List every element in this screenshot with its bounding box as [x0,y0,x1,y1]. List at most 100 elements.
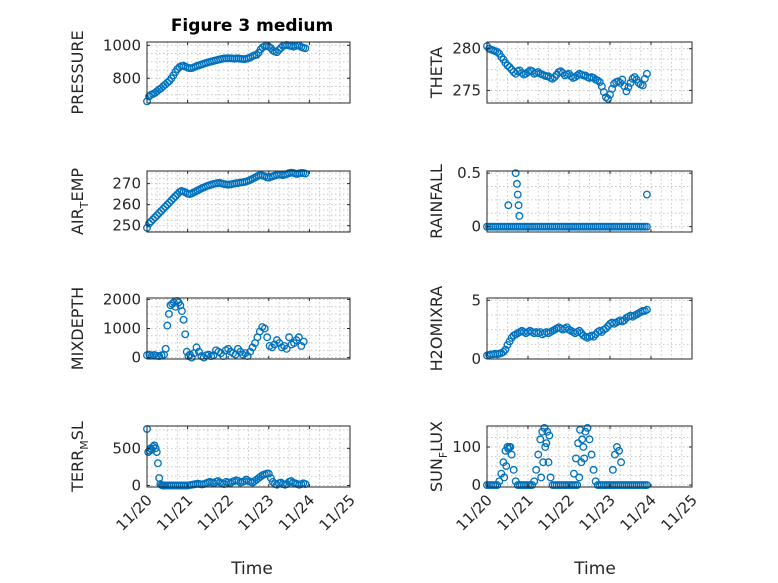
markers-h2omixra [483,305,651,360]
data-point [585,435,594,444]
data-point [583,423,592,432]
panel-h2omixra: 0 5 H2OMIXRA [427,286,693,371]
data-point [177,307,186,316]
y-tick-label: 0.5 [457,164,481,182]
data-point [642,222,651,231]
data-point [195,347,203,356]
y-tick-label: 0 [471,350,481,368]
panel-pressure: 800 1000 PRESSURE [68,30,351,115]
y-axis-label: RAINFALL [427,164,446,239]
markers-sun_flux [483,423,651,490]
data-point [163,321,172,330]
data-point [161,344,170,353]
data-point [277,43,285,52]
data-point [179,315,188,324]
x-axis-label-left: Time [230,559,273,579]
y-tick-label: 0 [471,476,481,494]
data-point [214,477,222,485]
data-point [545,431,554,440]
data-point [151,444,160,453]
y-tick-label: 280 [452,40,481,58]
data-point [275,45,283,54]
data-point [581,427,590,436]
y-tick-label: 800 [112,69,141,87]
y-axis-label-main: THETA [427,47,446,99]
data-point [548,74,557,83]
y-tick-label: 500 [112,439,141,457]
markers-pressure [143,41,310,106]
data-point [192,343,201,352]
data-point [272,48,281,57]
y-axis-label-main: TERR [68,450,87,493]
y-axis-label-subscript: M [78,440,91,450]
y-tick-label: 270 [112,175,141,193]
data-point [579,443,588,451]
axes-frame [486,425,693,488]
data-point [513,190,522,199]
data-point [264,469,273,478]
panel-theta: 275 280 THETA [427,40,693,104]
data-point [515,211,524,220]
data-point [615,446,623,455]
data-point [620,82,629,91]
data-point [147,217,156,226]
data-point [499,348,508,356]
data-point [507,450,516,459]
data-point [153,211,162,220]
axes-frame [486,297,693,360]
y-tick-label: 1000 [103,36,141,54]
data-point [530,477,539,486]
data-point [154,459,162,468]
data-point [580,454,589,463]
data-point [151,213,160,222]
data-point [163,78,172,87]
data-point [152,448,161,456]
data-point [511,169,520,178]
data-point [287,477,296,485]
data-point [163,200,172,209]
panel-air_temp: 250 260 270 AIRTEMP [68,168,351,235]
data-point [575,326,584,335]
data-point [589,465,598,474]
y-tick-label: 5 [471,291,481,309]
data-point [536,435,545,444]
data-point [159,204,168,213]
data-point [299,337,308,346]
data-point [569,469,578,478]
markers-mixdepth [143,296,308,362]
y-axis-label: PRESSURE [68,30,87,114]
data-point [504,444,513,453]
panel-rainfall: 0 0.5 RAINFALL [427,164,693,239]
data-point [534,68,543,77]
y-axis-label-subscript: F [437,452,450,458]
axes-frame [146,425,351,488]
data-point [617,458,626,467]
markers-theta [483,42,651,103]
y-tick-label: 0 [131,349,141,367]
data-point [642,305,651,314]
data-point [556,67,565,76]
plot-area [487,171,692,232]
y-axis-label-rest: SL [68,421,87,440]
data-point [509,465,518,474]
data-point [149,215,158,224]
data-point [294,333,303,342]
y-axis-label: MIXDEPTH [68,287,87,370]
data-point [642,69,651,78]
data-point [572,454,580,463]
y-tick-label: 1000 [103,320,141,338]
data-point [546,473,555,482]
y-tick-label: 100 [452,438,481,456]
data-point [589,332,598,341]
data-point [145,219,153,228]
data-point [260,324,269,333]
data-point [634,78,643,87]
data-point [165,198,174,207]
data-point [640,74,649,83]
data-point [544,458,553,467]
y-axis-label-main: PRESSURE [68,30,87,114]
data-point [501,345,510,354]
data-point [542,439,551,448]
y-axis-label-main: AIR [68,208,87,235]
data-point [622,87,631,96]
